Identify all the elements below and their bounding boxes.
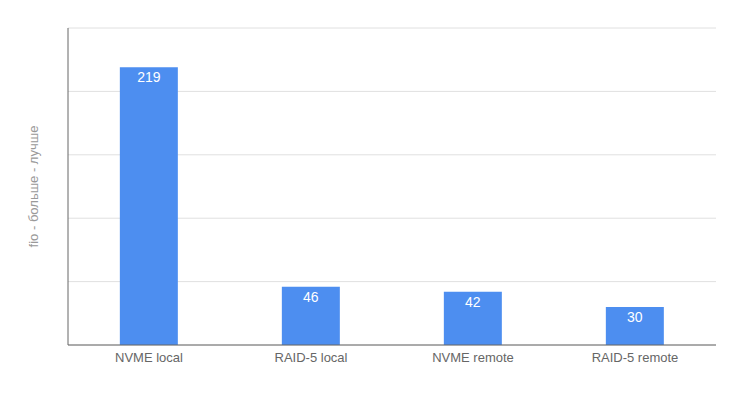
svg-text:42: 42 (465, 294, 481, 310)
svg-text:RAID-5 remote: RAID-5 remote (592, 350, 679, 365)
svg-text:46: 46 (303, 289, 319, 305)
svg-text:NVME remote: NVME remote (432, 350, 514, 365)
svg-text:fio - больше - лучше: fio - больше - лучше (26, 126, 41, 248)
svg-text:NVME local: NVME local (115, 350, 183, 365)
svg-text:219: 219 (137, 69, 161, 85)
svg-text:RAID-5 local: RAID-5 local (275, 350, 348, 365)
svg-text:30: 30 (627, 309, 643, 325)
